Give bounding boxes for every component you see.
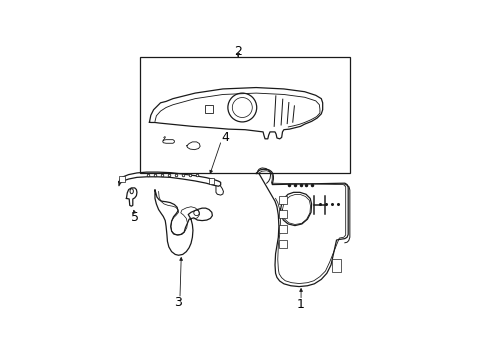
Text: 3: 3 <box>174 296 182 309</box>
Text: 4: 4 <box>221 131 228 144</box>
Bar <box>204 105 212 113</box>
Text: 5: 5 <box>130 211 139 224</box>
Bar <box>119 176 125 182</box>
Text: 1: 1 <box>297 298 305 311</box>
Bar <box>332 260 341 272</box>
Bar <box>278 240 286 248</box>
Bar <box>140 57 350 174</box>
Bar <box>278 196 286 204</box>
Bar <box>208 178 214 184</box>
Text: 2: 2 <box>234 45 242 58</box>
Bar <box>278 210 286 218</box>
Bar <box>278 225 286 233</box>
